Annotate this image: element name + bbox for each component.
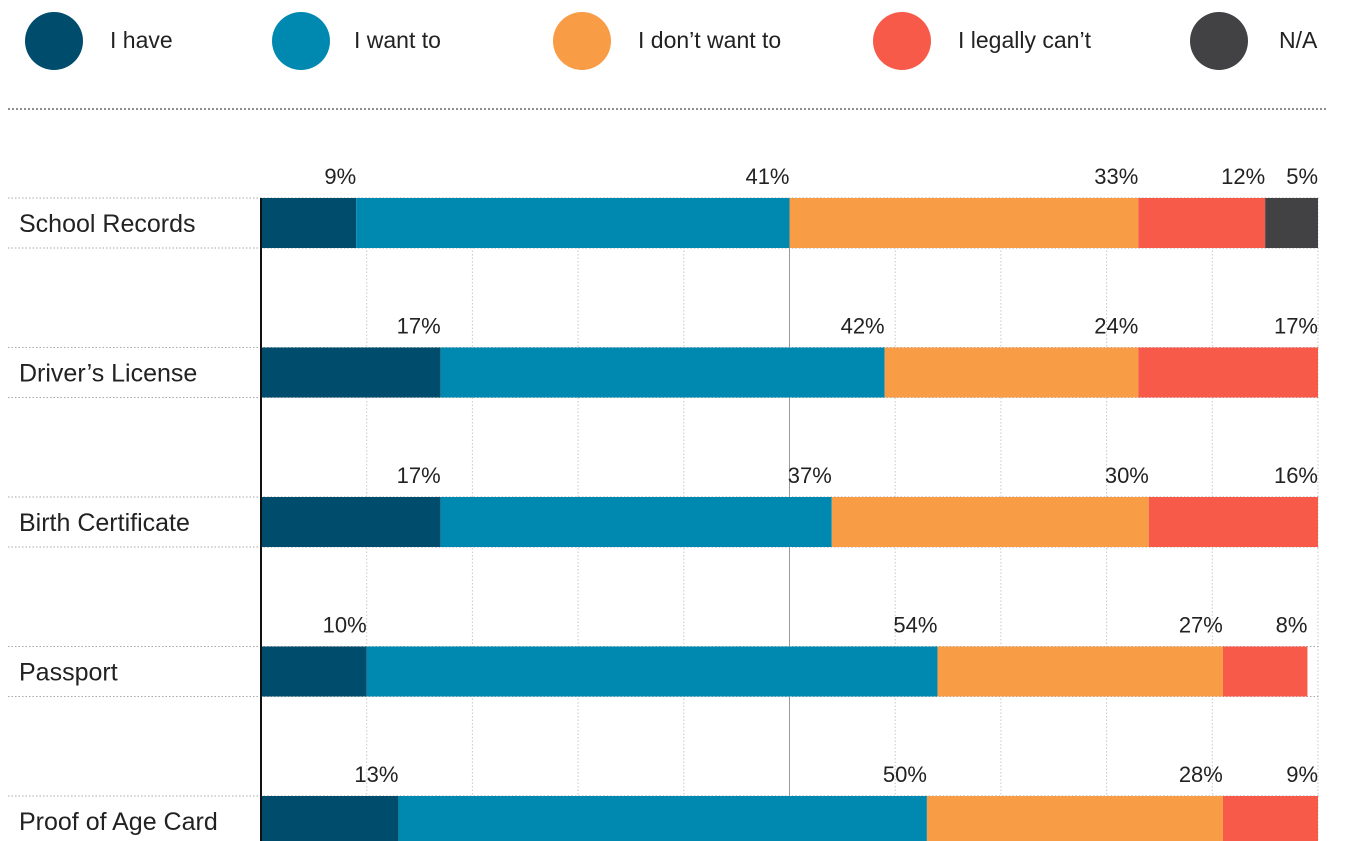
legend-label-i-have: I have [110, 27, 173, 53]
data-label-driver-s-license-i-want-to: 42% [841, 314, 885, 339]
bar-school-records-i-want-to [356, 198, 790, 248]
bar-school-records-i-legally-can-t [1138, 198, 1266, 248]
data-label-school-records-n-a: 5% [1286, 164, 1318, 189]
category-label-driver-s-license: Driver’s License [19, 360, 197, 388]
bar-driver-s-license-i-want-to [440, 347, 885, 398]
legend-swatch-na [1190, 12, 1248, 70]
data-label-passport-i-don-t-want-to: 27% [1179, 613, 1223, 638]
legend-label-i-want-to: I want to [354, 27, 441, 53]
data-label-driver-s-license-i-don-t-want-to: 24% [1094, 314, 1138, 339]
category-label-proof-of-age-card: Proof of Age Card [19, 808, 218, 836]
bar-passport-i-legally-can-t [1222, 646, 1308, 697]
legend-swatch-i-have [25, 12, 83, 70]
data-label-passport-i-legally-can-t: 8% [1276, 613, 1308, 638]
category-label-passport: Passport [19, 659, 118, 687]
data-label-proof-of-age-card-i-don-t-want-to: 28% [1179, 762, 1223, 787]
data-label-driver-s-license-i-have: 17% [397, 314, 441, 339]
data-label-proof-of-age-card-i-have: 13% [354, 762, 398, 787]
bar-driver-s-license-i-don-t-want-to [884, 347, 1139, 398]
bar-school-records-i-don-t-want-to [789, 198, 1139, 248]
bar-proof-of-age-card-i-don-t-want-to [926, 796, 1223, 841]
bar-birth-certificate-i-don-t-want-to [831, 497, 1149, 547]
legend-label-i-dont-want-to: I don’t want to [638, 27, 782, 53]
bar-birth-certificate-i-have [261, 497, 441, 547]
bar-passport-i-want-to [366, 646, 938, 697]
bar-passport-i-don-t-want-to [937, 646, 1223, 697]
data-label-passport-i-have: 10% [323, 613, 367, 638]
bar-driver-s-license-i-legally-can-t [1138, 347, 1318, 398]
legend: I have I want to I don’t want to I legal… [0, 0, 1347, 90]
legend-swatch-i-legally-cant [873, 12, 931, 70]
legend-swatch-i-want-to [272, 12, 330, 70]
bar-school-records-n-a [1265, 198, 1318, 248]
data-label-school-records-i-don-t-want-to: 33% [1094, 164, 1138, 189]
data-label-school-records-i-want-to: 41% [745, 164, 789, 189]
bar-passport-i-have [261, 646, 367, 697]
legend-swatch-i-dont-want-to [553, 12, 611, 70]
data-label-proof-of-age-card-i-want-to: 50% [883, 762, 927, 787]
bar-driver-s-license-i-have [261, 347, 441, 398]
data-label-school-records-i-legally-can-t: 12% [1221, 164, 1265, 189]
category-label-school-records: School Records [19, 210, 195, 238]
data-label-school-records-i-have: 9% [324, 164, 356, 189]
data-label-birth-certificate-i-have: 17% [397, 463, 441, 488]
data-label-proof-of-age-card-i-legally-can-t: 9% [1286, 762, 1318, 787]
legend-label-i-legally-cant: I legally can’t [958, 27, 1091, 53]
data-label-birth-certificate-i-legally-can-t: 16% [1274, 463, 1318, 488]
data-label-driver-s-license-i-legally-can-t: 17% [1274, 314, 1318, 339]
data-label-birth-certificate-i-want-to: 37% [788, 463, 832, 488]
category-label-birth-certificate: Birth Certificate [19, 509, 190, 537]
bar-birth-certificate-i-want-to [440, 497, 832, 547]
data-label-passport-i-want-to: 54% [893, 613, 937, 638]
bar-school-records-i-have [261, 198, 357, 248]
legend-divider [8, 108, 1326, 110]
legend-label-na: N/A [1279, 27, 1318, 53]
bar-proof-of-age-card-i-want-to [398, 796, 927, 841]
data-label-birth-certificate-i-don-t-want-to: 30% [1105, 463, 1149, 488]
bar-proof-of-age-card-i-have [261, 796, 399, 841]
bar-proof-of-age-card-i-legally-can-t [1222, 796, 1318, 841]
bar-birth-certificate-i-legally-can-t [1148, 497, 1318, 547]
